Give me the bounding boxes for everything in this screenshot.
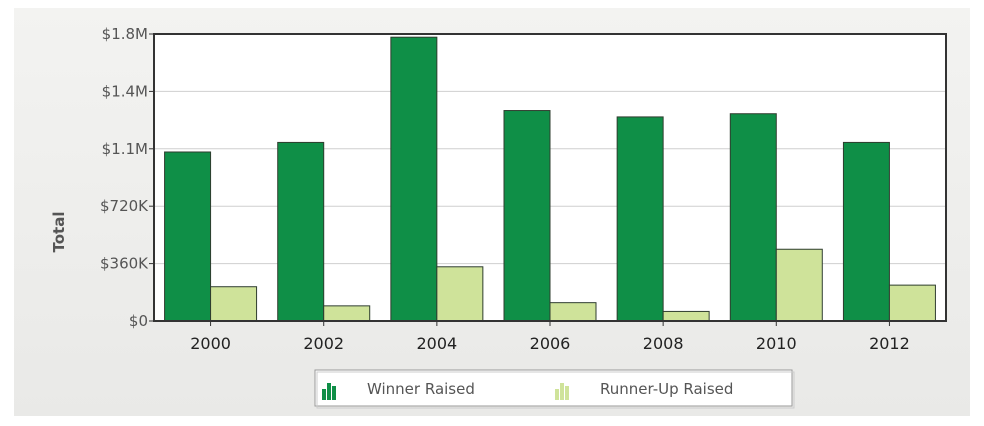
runner-up-bar	[888, 284, 936, 322]
legend-bar-icon	[332, 386, 336, 400]
runner-up-bar	[662, 310, 710, 322]
legend-box	[314, 369, 793, 407]
legend-bar-icon	[555, 389, 559, 400]
x-tick-label: 2000	[190, 334, 231, 353]
x-tick-label: 2012	[869, 334, 910, 353]
y-tick-label: $720K	[100, 197, 149, 215]
legend-bar-icon	[322, 389, 326, 400]
legend-bar-icon	[327, 383, 331, 400]
plot-frame	[153, 33, 947, 322]
x-tick-label: 2004	[416, 334, 457, 353]
y-tick-label: $1.1M	[102, 140, 148, 158]
runner-up-bar	[775, 248, 823, 322]
legend-label: Winner Raised	[367, 380, 475, 398]
winner-bar	[390, 36, 438, 322]
x-tick-label: 2010	[756, 334, 797, 353]
runner-up-bar	[549, 302, 597, 322]
legend-shadow	[316, 371, 795, 409]
runner-up-bar	[323, 305, 371, 322]
winner-bar	[842, 141, 890, 322]
winner-bar	[277, 141, 325, 322]
x-tick-label: 2006	[530, 334, 571, 353]
y-axis-label: Total	[50, 212, 68, 253]
legend-bar-icon	[565, 386, 569, 400]
x-tick-label: 2008	[643, 334, 684, 353]
y-tick-label: $360K	[100, 255, 149, 273]
winner-bar	[164, 151, 212, 322]
y-tick-label: $0	[129, 312, 148, 330]
runner-up-bar	[436, 266, 484, 322]
legend-bar-icon	[560, 383, 564, 400]
winner-bar	[503, 110, 551, 322]
winner-bar	[616, 116, 664, 322]
runner-up-bar	[210, 286, 258, 322]
legend-label: Runner-Up Raised	[600, 380, 733, 398]
x-tick-label: 2002	[303, 334, 344, 353]
y-tick-label: $1.8M	[102, 25, 148, 43]
y-tick-label: $1.4M	[102, 82, 148, 100]
winner-bar	[729, 113, 777, 322]
